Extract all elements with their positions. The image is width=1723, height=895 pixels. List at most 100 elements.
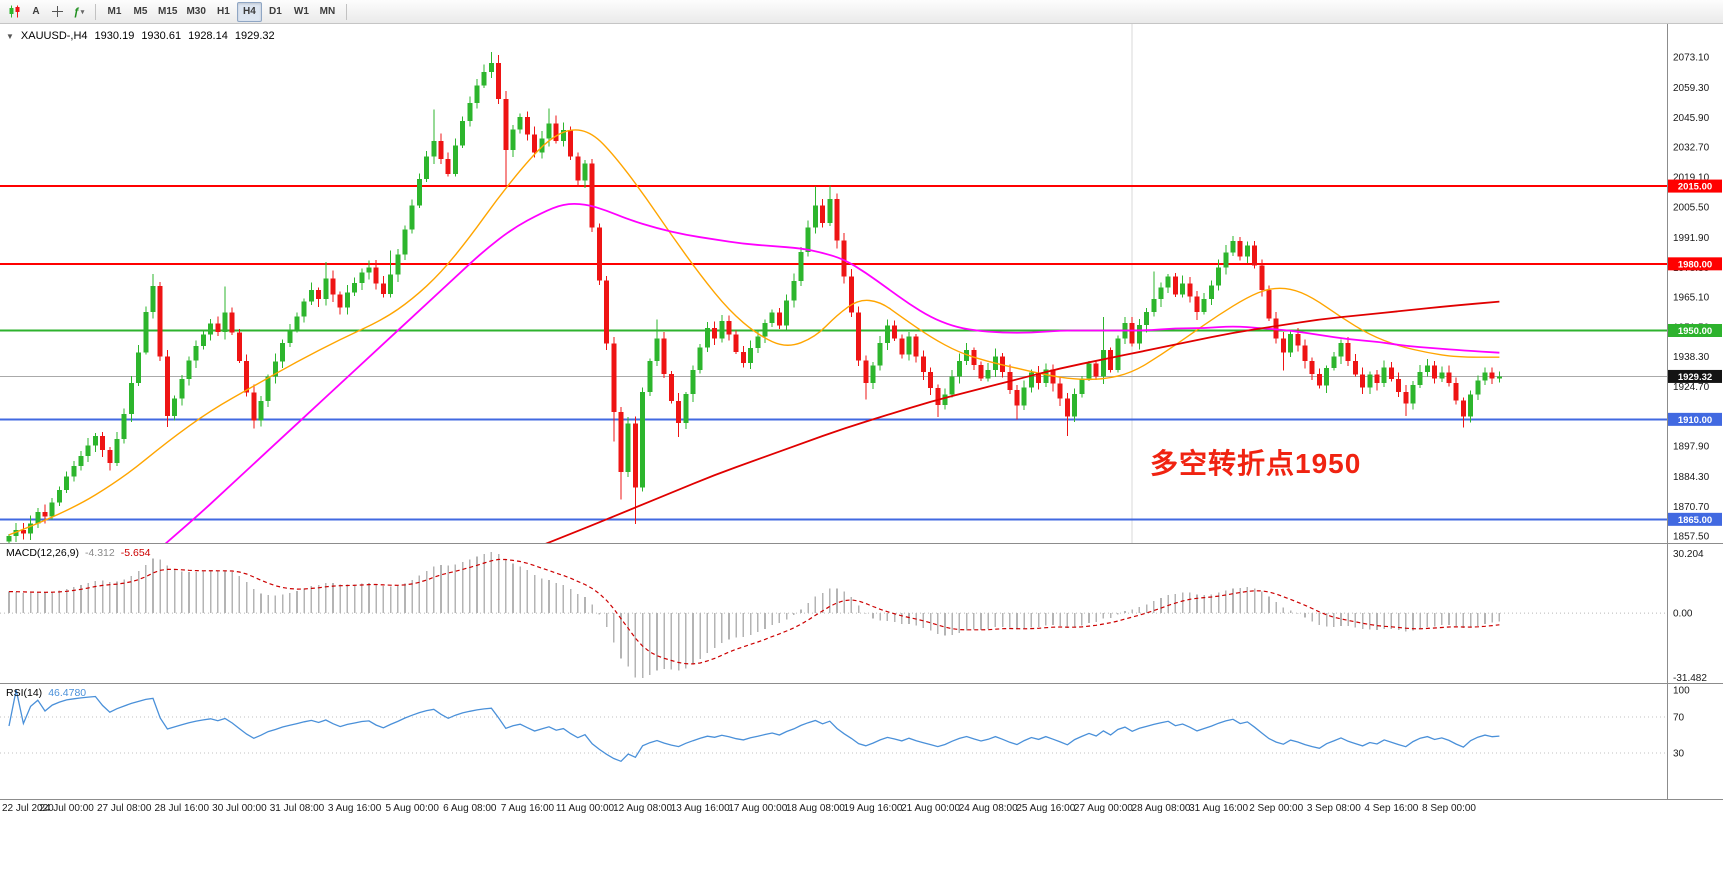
candle-bearish — [157, 285, 163, 357]
candle-bullish — [647, 361, 653, 392]
timeframe-button-h1[interactable]: H1 — [217, 6, 230, 17]
price-label-box — [1668, 257, 1722, 271]
candle-bullish — [121, 414, 127, 439]
candle-bullish — [272, 361, 278, 377]
candle-bearish — [1014, 390, 1020, 406]
candle-bullish — [1180, 283, 1186, 295]
timeframe-button-d1[interactable]: D1 — [269, 6, 282, 17]
candle-bearish — [1187, 283, 1193, 297]
candle-bullish — [114, 438, 120, 464]
candle-bullish — [1475, 380, 1481, 395]
rsi-label: RSI(14) — [6, 687, 43, 699]
candle-bullish — [280, 343, 286, 362]
candle-bearish — [712, 327, 718, 339]
candle-bullish — [1144, 312, 1150, 326]
candle-bearish — [215, 323, 221, 332]
candle-bearish — [1360, 374, 1366, 388]
candle-bullish — [690, 370, 696, 395]
candle-bullish — [1367, 374, 1373, 388]
time-axis-label: 8 Sep 00:00 — [1422, 803, 1476, 814]
candle-bullish — [28, 523, 34, 534]
candle-bearish — [445, 158, 451, 175]
candle-bullish — [474, 85, 480, 103]
rsi-axis-tick: 70 — [1673, 713, 1685, 724]
time-axis-label: 19 Aug 16:00 — [844, 803, 903, 814]
candle-bearish — [1280, 338, 1286, 353]
candle-bearish — [1295, 334, 1301, 346]
timeframe-button-m30[interactable]: M30 — [186, 6, 206, 17]
candle-bullish — [359, 272, 365, 283]
candle-bullish — [546, 123, 552, 139]
candle-bullish — [481, 72, 487, 86]
new-chart-button[interactable] — [4, 2, 25, 22]
candle-bearish — [568, 130, 574, 157]
time-axis-label: 31 Aug 16:00 — [1189, 803, 1248, 814]
price-label-box — [1668, 412, 1722, 426]
time-axis-label: 3 Aug 16:00 — [328, 803, 382, 814]
price-tick-label: 2073.10 — [1673, 53, 1710, 64]
candle-bullish — [560, 130, 566, 141]
toolbar-separator-2 — [345, 3, 347, 20]
time-axis-label: 24 Aug 08:00 — [959, 803, 1018, 814]
candlestick-chart-icon — [9, 5, 20, 18]
candle-bullish — [1324, 367, 1330, 386]
candle-bullish — [769, 312, 775, 323]
candle-bullish — [488, 62, 494, 73]
timeframe-button-m5[interactable]: M5 — [133, 6, 148, 17]
rsi-value: 46.4780 — [48, 687, 87, 699]
timeframe-button-m1[interactable]: M1 — [107, 6, 122, 17]
candle-bearish — [1432, 365, 1438, 379]
candle-bullish — [287, 330, 293, 344]
candle-bearish — [524, 116, 530, 135]
candle-bullish — [13, 529, 19, 536]
candle-bullish — [128, 382, 134, 415]
time-axis-label: 31 Jul 08:00 — [270, 803, 325, 814]
candle-bullish — [719, 320, 725, 339]
macd-axis-tick: 0.00 — [1673, 609, 1693, 620]
candle-bullish — [1201, 298, 1207, 313]
timeframe-button-mn[interactable]: MN — [319, 6, 336, 17]
candle-bearish — [20, 529, 26, 534]
candle-bullish — [1115, 338, 1121, 371]
candle-bullish — [942, 394, 948, 406]
cursor-mode-button[interactable]: A — [26, 2, 46, 22]
candle-bearish — [726, 320, 732, 335]
ohlc-low-value: 1928.14 — [188, 30, 228, 42]
price-tick-label: 1924.70 — [1673, 382, 1710, 393]
time-axis-label: 28 Jul 16:00 — [155, 803, 210, 814]
candle-bullish — [294, 316, 300, 331]
candle-bullish — [150, 285, 156, 313]
candle-bullish — [143, 312, 149, 353]
timeframe-button-m15[interactable]: M15 — [158, 6, 178, 17]
candle-bearish — [229, 312, 235, 333]
chart-text-annotation[interactable]: 多空转折点1950 — [1150, 448, 1362, 479]
time-axis-label: 27 Aug 00:00 — [1074, 803, 1133, 814]
candle-bearish — [899, 338, 905, 355]
collapse-triangle-icon[interactable]: ▼ — [6, 31, 14, 41]
price-label-box — [1668, 179, 1722, 193]
candle-bullish — [409, 205, 415, 230]
price-tick-label: 2032.70 — [1673, 142, 1710, 153]
price-tick-label: 1965.10 — [1673, 292, 1710, 303]
candle-bearish — [380, 283, 386, 295]
candle-bearish — [913, 336, 919, 357]
candle-bearish — [618, 412, 624, 472]
ma-line-fast-orange — [8, 129, 1500, 536]
time-axis-label: 30 Jul 00:00 — [212, 803, 267, 814]
macd-signal-line — [8, 558, 1500, 665]
candle-bearish — [1036, 372, 1042, 384]
candle-bearish — [575, 156, 581, 181]
candle-bearish — [668, 374, 674, 402]
candle-bearish — [1453, 383, 1459, 401]
candle-bullish — [1417, 372, 1423, 386]
timeframe-button-h4[interactable]: H4 — [236, 1, 262, 22]
timeframe-button-w1[interactable]: W1 — [293, 6, 309, 17]
macd-indicator-header: MACD(12,26,9) -4.312 -5.654 — [6, 547, 151, 559]
candle-bullish — [884, 325, 890, 344]
candle-bullish — [1482, 372, 1488, 381]
candle-bullish — [323, 278, 329, 299]
candle-bullish — [812, 205, 818, 228]
crosshair-button[interactable] — [47, 2, 68, 22]
indicators-dropdown-button[interactable]: ƒ ▾ — [69, 2, 89, 22]
